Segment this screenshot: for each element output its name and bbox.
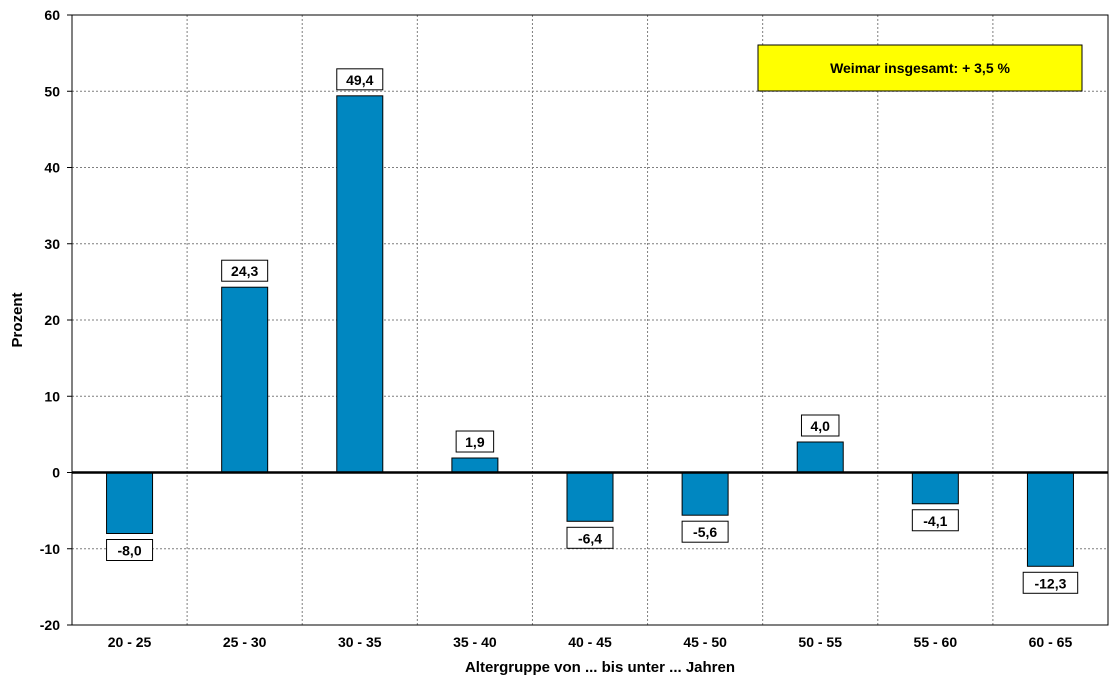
data-label: -5,6 <box>681 520 729 543</box>
bar <box>796 441 844 473</box>
x-axis-ticks: 20 - 25 25 - 30 30 - 35 35 - 40 40 - 45 45 - … <box>108 634 1073 650</box>
data-label-box <box>911 509 959 532</box>
data-label: 49,4 <box>336 68 384 91</box>
y-tick-label: 50 <box>44 83 60 99</box>
data-label: -8,0 <box>106 539 154 561</box>
data-label-text: -12,3 <box>1034 575 1066 591</box>
data-label: 24,3 <box>221 259 269 282</box>
data-labels: -8,0 24,3 49,4 1,9 -6,4 -5,6 4,0 -4,1 -12,3 <box>106 68 1079 594</box>
y-tick-label: -10 <box>40 541 60 557</box>
data-label-box <box>455 430 495 453</box>
y-tick-label: 20 <box>44 312 60 328</box>
x-tick-label: 60 - 65 <box>1029 634 1073 650</box>
bar <box>221 286 269 473</box>
data-label-text: 49,4 <box>346 72 373 88</box>
bar <box>1026 472 1074 567</box>
bar <box>336 95 384 473</box>
x-tick-label: 45 - 50 <box>683 634 727 650</box>
y-tick-label: 30 <box>44 236 60 252</box>
data-label-box <box>106 539 154 561</box>
x-tick-label: 40 - 45 <box>568 634 612 650</box>
y-axis-ticks: -20 -10 0 10 20 30 40 50 60 <box>40 7 72 633</box>
y-tick-label: 40 <box>44 160 60 176</box>
data-label-text: 1,9 <box>465 434 485 450</box>
bar <box>681 472 729 516</box>
x-tick-label: 30 - 35 <box>338 634 382 650</box>
x-tick-label: 25 - 30 <box>223 634 267 650</box>
data-label-text: 24,3 <box>231 263 258 279</box>
x-tick-label: 55 - 60 <box>914 634 958 650</box>
y-axis-title: Prozent <box>9 292 26 347</box>
y-tick-label: -20 <box>40 617 60 633</box>
data-label-box <box>221 259 269 282</box>
y-tick-label: 10 <box>44 388 60 404</box>
data-label: -12,3 <box>1022 571 1079 594</box>
annotation-background <box>757 44 1083 92</box>
y-tick-label: 60 <box>44 7 60 23</box>
data-label-text: -5,6 <box>693 524 717 540</box>
x-axis-title: Altergruppe von ... bis unter ... Jahren <box>465 659 735 676</box>
data-label: 4,0 <box>800 414 840 437</box>
data-label-text: -6,4 <box>578 530 602 546</box>
data-label: -4,1 <box>911 509 959 532</box>
data-label-box <box>566 526 614 549</box>
y-tick-label: 0 <box>52 465 60 481</box>
annotation-box: Weimar insgesamt: + 3,5 % <box>757 44 1083 92</box>
bar <box>106 472 154 534</box>
data-label-box <box>800 414 840 437</box>
x-tick-label: 35 - 40 <box>453 634 497 650</box>
bar <box>566 472 614 522</box>
data-label-box <box>681 520 729 543</box>
data-label: -6,4 <box>566 526 614 549</box>
data-label-text: -4,1 <box>923 513 947 529</box>
bar <box>911 472 959 505</box>
data-label-box <box>1022 571 1079 594</box>
data-label-box <box>336 68 384 91</box>
data-label-text: -8,0 <box>117 543 141 559</box>
data-label: 1,9 <box>455 430 495 453</box>
bar <box>451 457 499 474</box>
data-label-text: 4,0 <box>810 418 830 434</box>
bars <box>106 95 1074 567</box>
x-tick-label: 20 - 25 <box>108 634 152 650</box>
annotation-text: Weimar insgesamt: + 3,5 % <box>830 60 1010 76</box>
grid-lines <box>72 15 1108 625</box>
x-tick-label: 50 - 55 <box>798 634 842 650</box>
